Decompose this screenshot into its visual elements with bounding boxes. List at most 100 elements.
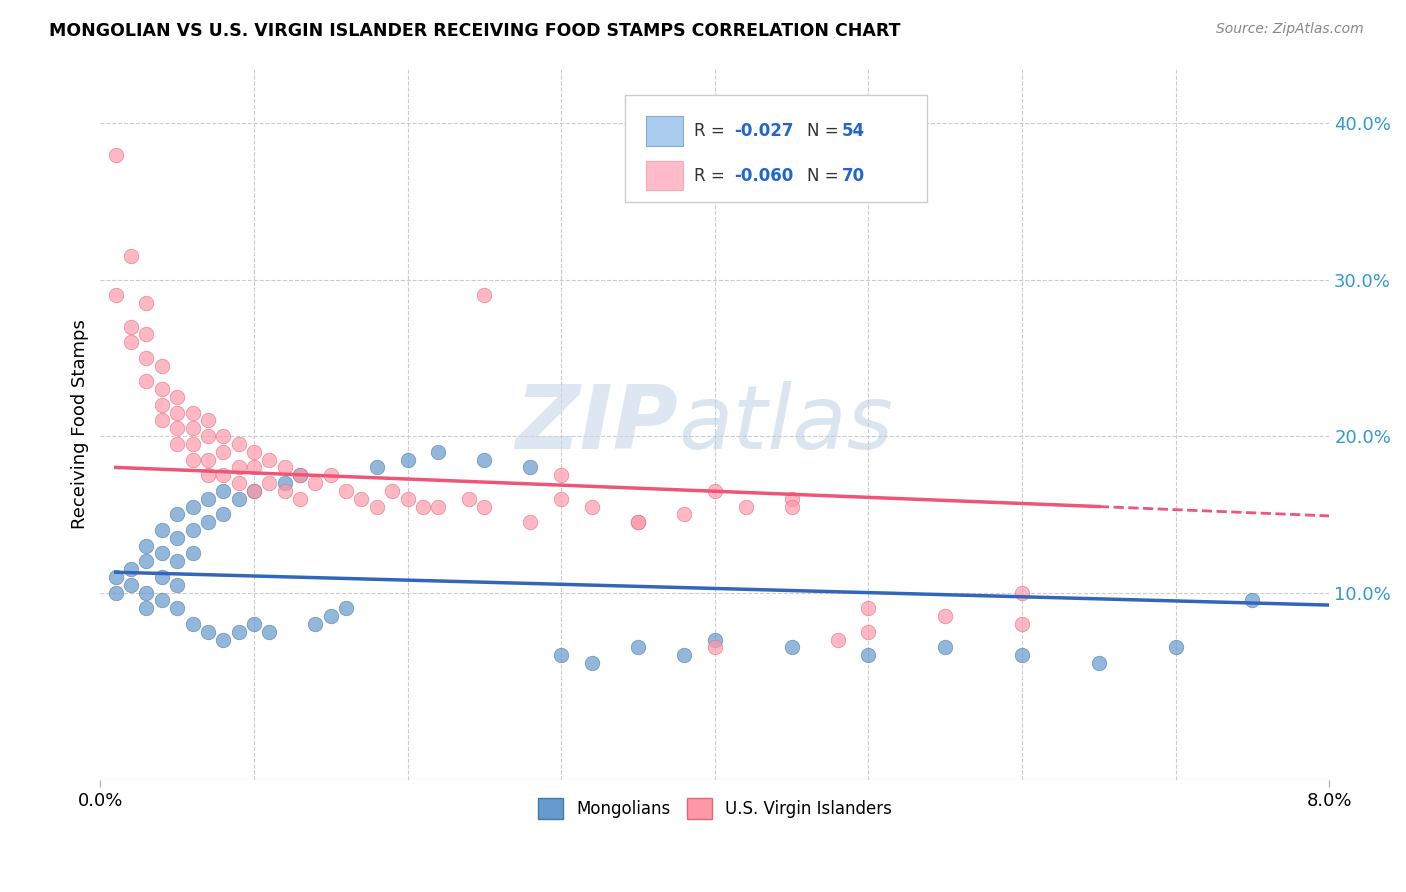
Mongolians (1164, 640, 1187, 655)
Text: MONGOLIAN VS U.S. VIRGIN ISLANDER RECEIVING FOOD STAMPS CORRELATION CHART: MONGOLIAN VS U.S. VIRGIN ISLANDER RECEIV… (49, 22, 901, 40)
Mongolians (304, 616, 326, 631)
Mongolians (259, 624, 281, 639)
U.S. Virgin Islanders (550, 468, 572, 483)
U.S. Virgin Islanders (550, 491, 572, 506)
Mongolians (197, 624, 219, 639)
U.S. Virgin Islanders (273, 483, 295, 498)
U.S. Virgin Islanders (197, 413, 219, 427)
Mongolians (550, 648, 572, 662)
Mongolians (212, 632, 235, 647)
U.S. Virgin Islanders (627, 515, 650, 529)
Mongolians (181, 616, 204, 631)
U.S. Virgin Islanders (181, 437, 204, 451)
U.S. Virgin Islanders (120, 319, 142, 334)
U.S. Virgin Islanders (120, 335, 142, 350)
Mongolians (519, 460, 541, 475)
U.S. Virgin Islanders (288, 491, 311, 506)
U.S. Virgin Islanders (474, 500, 496, 514)
U.S. Virgin Islanders (703, 640, 725, 655)
Legend: Mongolians, U.S. Virgin Islanders: Mongolians, U.S. Virgin Islanders (531, 792, 898, 825)
Mongolians (780, 640, 803, 655)
U.S. Virgin Islanders (273, 460, 295, 475)
U.S. Virgin Islanders (212, 468, 235, 483)
Mongolians (273, 476, 295, 491)
Text: -0.060: -0.060 (734, 167, 794, 185)
U.S. Virgin Islanders (228, 460, 250, 475)
Mongolians (212, 508, 235, 522)
U.S. Virgin Islanders (581, 500, 603, 514)
U.S. Virgin Islanders (228, 476, 250, 491)
Mongolians (166, 508, 188, 522)
Text: R =: R = (695, 122, 730, 140)
Mongolians (243, 483, 266, 498)
Mongolians (212, 483, 235, 498)
Mongolians (166, 601, 188, 615)
Mongolians (150, 546, 173, 560)
U.S. Virgin Islanders (427, 500, 450, 514)
U.S. Virgin Islanders (135, 296, 157, 310)
Mongolians (166, 578, 188, 592)
Mongolians (366, 460, 388, 475)
U.S. Virgin Islanders (259, 452, 281, 467)
Mongolians (166, 554, 188, 568)
Mongolians (396, 452, 419, 467)
Mongolians (228, 491, 250, 506)
U.S. Virgin Islanders (243, 460, 266, 475)
U.S. Virgin Islanders (197, 429, 219, 443)
Mongolians (150, 593, 173, 607)
U.S. Virgin Islanders (243, 483, 266, 498)
U.S. Virgin Islanders (304, 476, 326, 491)
U.S. Virgin Islanders (228, 437, 250, 451)
U.S. Virgin Islanders (150, 359, 173, 373)
Mongolians (197, 515, 219, 529)
U.S. Virgin Islanders (288, 468, 311, 483)
Mongolians (150, 570, 173, 584)
Text: R =: R = (695, 167, 730, 185)
U.S. Virgin Islanders (135, 375, 157, 389)
Mongolians (1011, 648, 1033, 662)
Text: ZIP: ZIP (515, 381, 678, 468)
Mongolians (627, 640, 650, 655)
U.S. Virgin Islanders (780, 491, 803, 506)
U.S. Virgin Islanders (1011, 616, 1033, 631)
Mongolians (181, 500, 204, 514)
FancyBboxPatch shape (626, 95, 928, 202)
U.S. Virgin Islanders (150, 382, 173, 396)
U.S. Virgin Islanders (827, 632, 849, 647)
Y-axis label: Receiving Food Stamps: Receiving Food Stamps (72, 319, 89, 529)
U.S. Virgin Islanders (350, 491, 373, 506)
U.S. Virgin Islanders (366, 500, 388, 514)
Mongolians (197, 491, 219, 506)
Text: atlas: atlas (678, 382, 893, 467)
U.S. Virgin Islanders (259, 476, 281, 491)
U.S. Virgin Islanders (734, 500, 756, 514)
U.S. Virgin Islanders (458, 491, 481, 506)
U.S. Virgin Islanders (703, 483, 725, 498)
Text: N =: N = (807, 167, 844, 185)
U.S. Virgin Islanders (1011, 585, 1033, 599)
FancyBboxPatch shape (645, 161, 683, 191)
U.S. Virgin Islanders (212, 429, 235, 443)
U.S. Virgin Islanders (412, 500, 434, 514)
U.S. Virgin Islanders (858, 624, 880, 639)
Text: Source: ZipAtlas.com: Source: ZipAtlas.com (1216, 22, 1364, 37)
Mongolians (104, 570, 127, 584)
Mongolians (150, 523, 173, 537)
U.S. Virgin Islanders (135, 327, 157, 342)
Mongolians (335, 601, 357, 615)
U.S. Virgin Islanders (519, 515, 541, 529)
U.S. Virgin Islanders (104, 288, 127, 302)
U.S. Virgin Islanders (858, 601, 880, 615)
U.S. Virgin Islanders (381, 483, 404, 498)
Mongolians (581, 656, 603, 670)
U.S. Virgin Islanders (319, 468, 342, 483)
Mongolians (104, 585, 127, 599)
U.S. Virgin Islanders (181, 452, 204, 467)
U.S. Virgin Islanders (150, 398, 173, 412)
Mongolians (181, 523, 204, 537)
Mongolians (1088, 656, 1111, 670)
Mongolians (228, 624, 250, 639)
Mongolians (934, 640, 956, 655)
Mongolians (243, 616, 266, 631)
U.S. Virgin Islanders (135, 351, 157, 365)
